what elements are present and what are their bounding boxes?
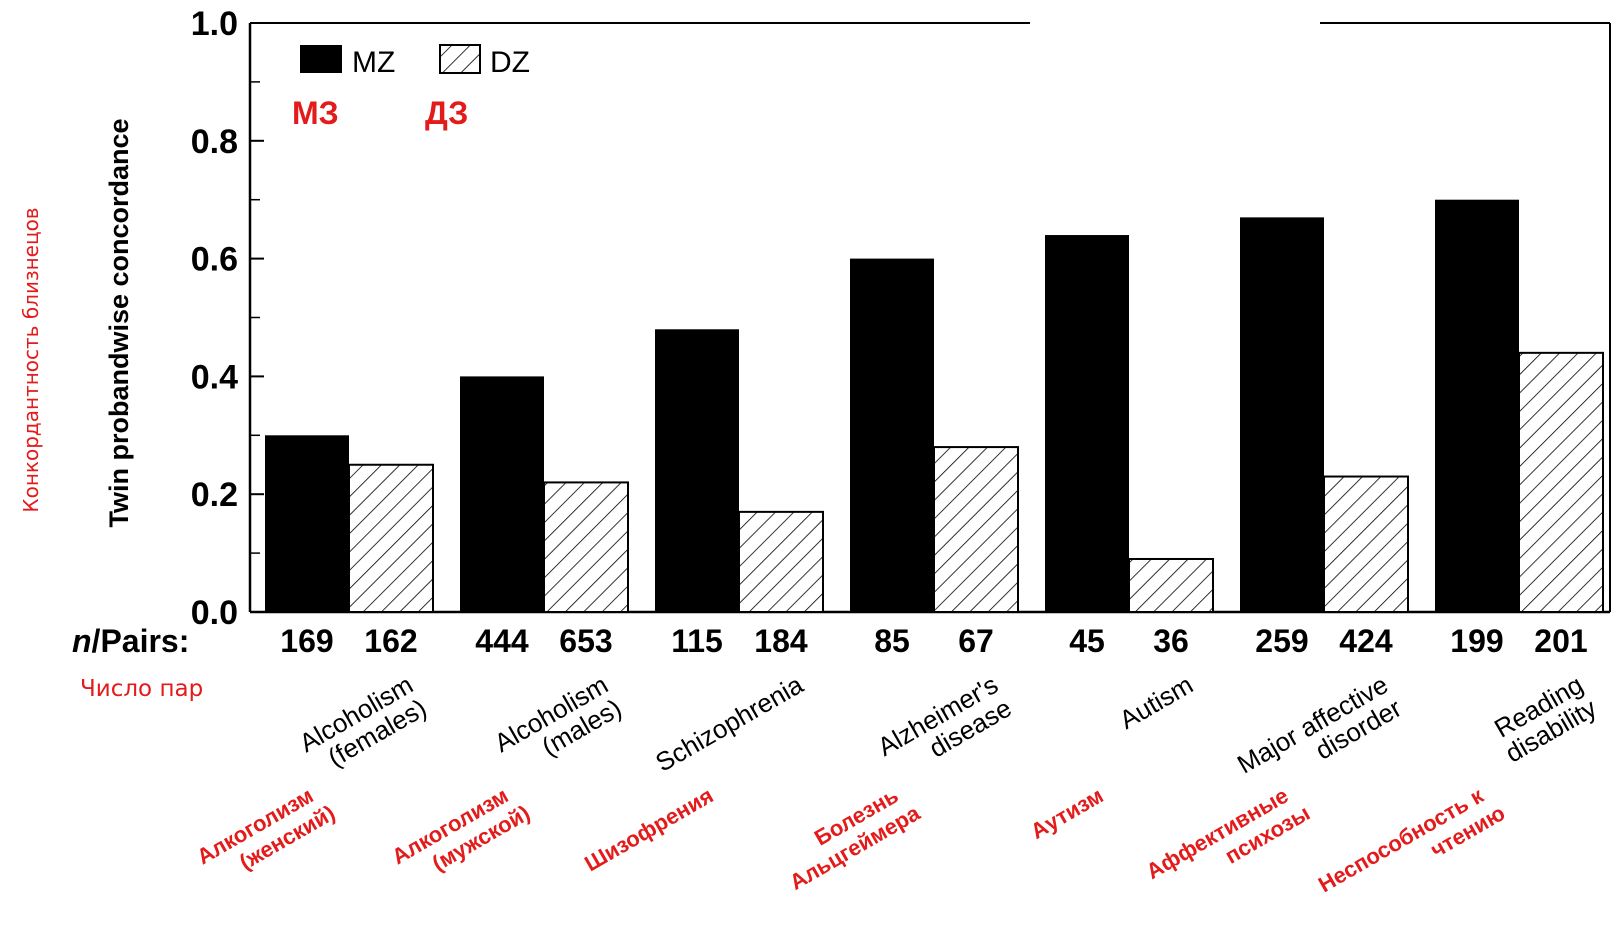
category-label: Alzheimer'sdisease <box>872 669 1016 785</box>
bar-dz <box>543 481 629 614</box>
bar-mz <box>265 435 349 612</box>
bar-mz <box>460 376 544 612</box>
n-pairs-dz: 36 <box>1153 623 1189 659</box>
y-axis-title-ru: Конкордантность близнецов <box>19 207 43 512</box>
y-tick-label: 0.8 <box>191 123 238 161</box>
bar-dz <box>1323 475 1409 613</box>
n-pairs-mz: 85 <box>874 623 910 659</box>
y-tick-label: 0.2 <box>191 476 238 514</box>
n-pairs-dz: 201 <box>1534 623 1587 659</box>
legend-swatch-dz <box>439 44 481 74</box>
category-label-ru-line: Аутизм <box>1026 783 1107 844</box>
y-tick-label: 0.4 <box>191 358 238 396</box>
bars <box>265 199 1604 614</box>
n-pairs-row: 169 162 444 653 115 184 85 67 45 36 259 424 199 201 <box>280 623 1587 659</box>
bar-mz <box>1435 199 1519 612</box>
n-pairs-label-ru: Число пар <box>80 676 203 702</box>
bar-dz <box>738 510 824 613</box>
n-pairs-dz: 653 <box>559 623 612 659</box>
y-tick-label: 1.0 <box>191 5 238 43</box>
n-pairs-mz: 444 <box>475 623 529 659</box>
bar-mz <box>655 329 739 612</box>
category-label-ru: Аффективныепсихозы <box>1142 778 1314 907</box>
n-pairs-mz: 199 <box>1450 623 1503 659</box>
y-axis-ticks: 1.0 0.8 0.6 0.4 0.2 0.0 <box>191 5 264 632</box>
y-tick-label: 0.6 <box>191 241 238 279</box>
category-label-ru: Шизофрения <box>580 783 717 877</box>
category-label-ru: БолезньАльцгеймера <box>772 777 925 895</box>
category-label-line: Autism <box>1114 669 1198 735</box>
category-label-ru-line: Шизофрения <box>580 783 717 877</box>
n-pairs-label-rest: /Pairs: <box>92 623 190 659</box>
category-label-line: Schizophrenia <box>650 669 808 778</box>
n-pairs-dz: 184 <box>754 623 808 659</box>
legend-label-mz: MZ <box>352 46 395 79</box>
category-label-ru: Неспособность кчтению <box>1314 778 1509 920</box>
legend-label-mz-ru: МЗ <box>292 95 339 131</box>
legend-label-dz-ru: ДЗ <box>425 95 468 131</box>
n-pairs-label: n/Pairs: <box>72 623 189 659</box>
legend-label-dz: DZ <box>490 46 530 79</box>
y-axis-title: Twin probandwise concordance <box>104 118 134 527</box>
legend-swatch-mz <box>300 45 342 73</box>
category-label: Alcoholism(females) <box>294 669 431 781</box>
n-pairs-label-n: n <box>72 623 92 659</box>
bar-mz <box>1045 235 1129 613</box>
n-pairs-dz: 67 <box>958 623 994 659</box>
n-pairs-mz: 259 <box>1255 623 1308 659</box>
bar-dz <box>1128 557 1214 613</box>
category-label: Autism <box>1114 669 1198 735</box>
legend: MZ DZ МЗ ДЗ <box>292 44 530 131</box>
n-pairs-mz: 115 <box>671 623 723 659</box>
bar-dz <box>1518 351 1604 613</box>
category-label-ru: Аутизм <box>1026 783 1107 844</box>
bar-dz <box>348 463 434 613</box>
n-pairs-dz: 424 <box>1339 623 1393 659</box>
n-pairs-mz: 45 <box>1069 623 1105 659</box>
category-label: Major affectivedisorder <box>1232 669 1407 803</box>
category-label-ru: Алкоголизм(мужской) <box>387 778 534 892</box>
n-pairs-dz: 162 <box>364 623 417 659</box>
category-label: Readingdisability <box>1487 669 1602 768</box>
bar-dz <box>933 446 1019 613</box>
bar-mz <box>1240 217 1324 612</box>
n-pairs-mz: 169 <box>280 623 333 659</box>
category-label: Schizophrenia <box>650 669 808 778</box>
category-labels: Alcoholism(females)Алкоголизм(женский) Al… <box>192 669 1602 920</box>
category-label-ru: Алкоголизм(женский) <box>192 778 339 892</box>
y-tick-label: 0.0 <box>191 594 238 632</box>
bar-mz <box>850 258 934 612</box>
category-label: Alcoholism(males) <box>489 669 626 781</box>
